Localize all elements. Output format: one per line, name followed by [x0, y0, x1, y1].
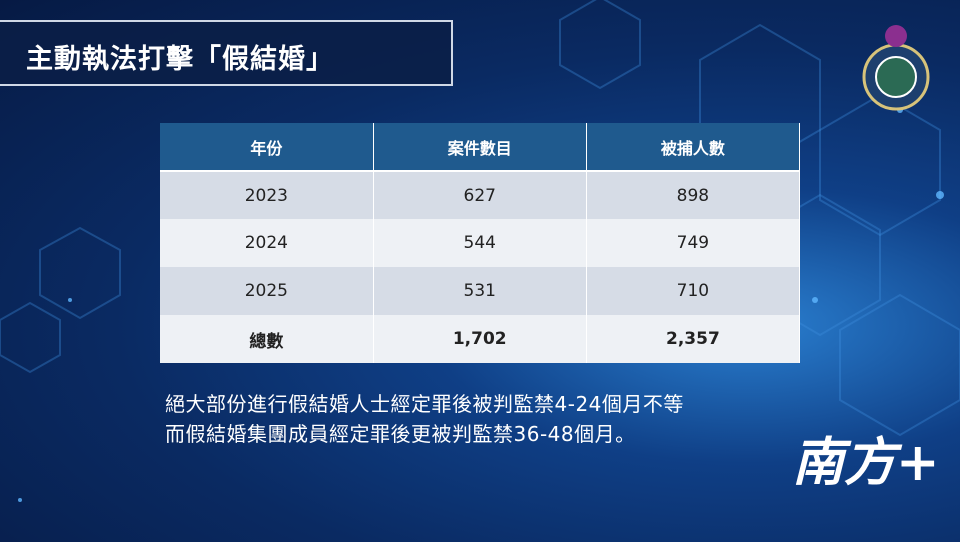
slide-title: 主動執法打擊「假結婚」 [26, 44, 334, 75]
table-cell: 749 [586, 219, 801, 267]
column-header: 被捕人數 [586, 123, 801, 172]
title-box: 主動執法打擊「假結婚」 [0, 20, 453, 86]
header-row: 年份 案件數目 被捕人數 [160, 123, 801, 172]
table-row: 2025 531 710 [160, 267, 801, 315]
table-cell: 544 [373, 219, 587, 267]
column-header: 年份 [160, 123, 374, 172]
table-body: 2023 627 898 2024 544 749 2025 531 710 總數 1,702 2,3… [160, 171, 801, 363]
table-cell: 531 [373, 267, 587, 315]
data-table: 年份 案件數目 被捕人數 2023 627 898 2024 544 749 2025 531 71… [160, 123, 801, 363]
table-row: 總數 1,702 2,357 [160, 315, 801, 363]
table-cell: 627 [373, 171, 587, 219]
watermark: 南方+ [792, 432, 940, 493]
table-row: 2023 627 898 [160, 171, 801, 219]
table-cell: 1,702 [373, 315, 587, 363]
note: 而假結婚集團成員經定罪後更被判監禁36-48個月。 [165, 422, 636, 446]
table-cell: 2,357 [586, 315, 801, 363]
emblem [862, 25, 930, 111]
table-cell: 2024 [160, 219, 374, 267]
table-cell: 總數 [160, 315, 374, 363]
table-cell: 2025 [160, 267, 374, 315]
table-cell: 898 [586, 171, 801, 219]
column-header: 案件數目 [373, 123, 587, 172]
table-row: 2024 544 749 [160, 219, 801, 267]
table-cell: 2023 [160, 171, 374, 219]
note: 絕大部份進行假結婚人士經定罪後被判監禁4-24個月不等 [165, 392, 684, 416]
table-cell: 710 [586, 267, 801, 315]
